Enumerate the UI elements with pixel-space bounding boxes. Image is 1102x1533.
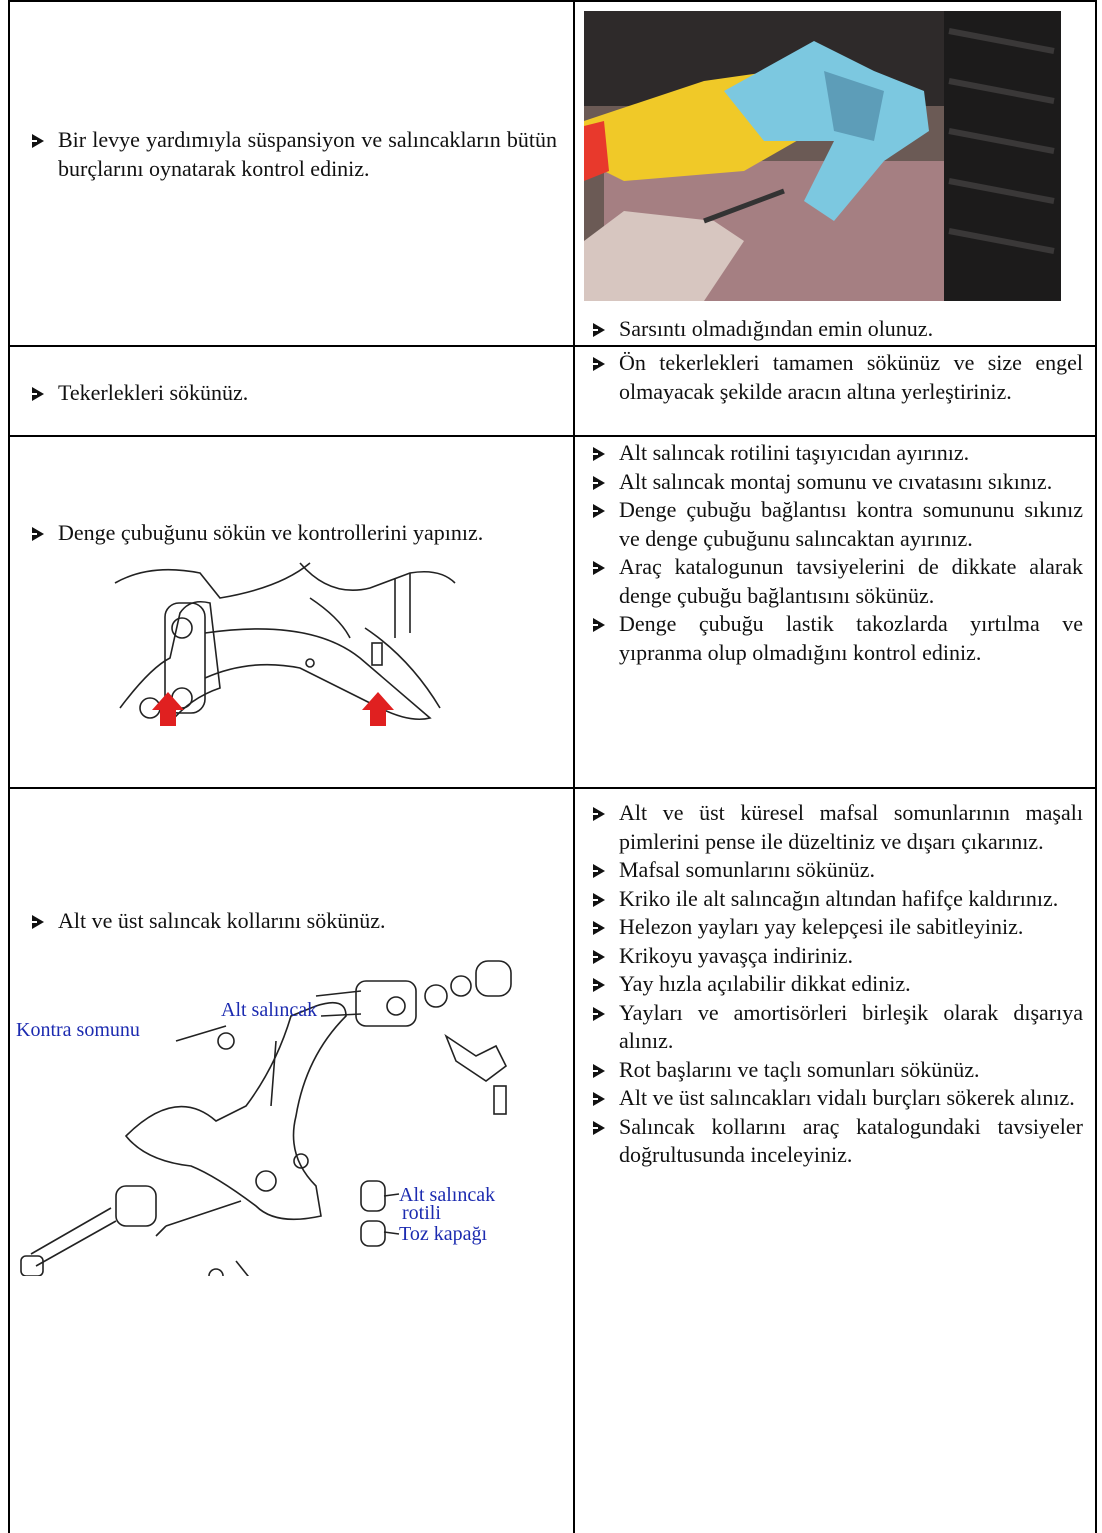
row: Bir levye yardımıyla süspansiyon ve salı…: [8, 0, 1097, 347]
bullet-item: Rot başlarını ve taçlı somunları sökünüz…: [583, 1056, 1083, 1085]
bullet-item: Denge çubuğu lastik takozlarda yırtılma …: [583, 610, 1083, 667]
bullet-item: Yayları ve amortisörleri birleşik olarak…: [583, 999, 1083, 1056]
cell: Denge çubuğunu sökün ve kontrollerini ya…: [8, 435, 575, 789]
bullet-item: Krikoyu yavaşça indiriniz.: [583, 942, 1083, 971]
cell: Alt ve üst küresel mafsal somunlarının m…: [573, 787, 1097, 1533]
bullet-item: Alt ve üst salıncak kollarını sökünüz.: [22, 907, 557, 936]
row: Denge çubuğunu sökün ve kontrollerini ya…: [8, 435, 1097, 789]
bullet-item: Tekerlekleri sökünüz.: [22, 379, 557, 408]
bullet-item: Yay hızla açılabilir dikkat ediniz.: [583, 970, 1083, 999]
bullet-item: Alt salıncak rotilini taşıyıcıdan ayırın…: [583, 439, 1083, 468]
bullet-item: Denge çubuğunu sökün ve kontrollerini ya…: [22, 519, 557, 548]
cell: Alt salıncak rotilini taşıyıcıdan ayırın…: [573, 435, 1097, 789]
row: Tekerlekleri sökünüz. Ön tekerlekleri ta…: [8, 345, 1097, 437]
cell: Sarsıntı olmadığından emin olunuz.: [573, 0, 1097, 347]
figure-label: rotili: [402, 1202, 441, 1224]
cell: Bir levye yardımıyla süspansiyon ve salı…: [8, 0, 575, 347]
bullet-item: Denge çubuğu bağlantısı kontra somununu …: [583, 496, 1083, 553]
bullet-item: Kriko ile alt salıncağın altından hafifç…: [583, 885, 1083, 914]
bullet-item: Ön tekerlekleri tamamen sökünüz ve size …: [583, 349, 1083, 406]
photo: [584, 11, 1061, 301]
bullet-item: Alt ve üst küresel mafsal somunlarının m…: [583, 799, 1083, 856]
control-arm-figure: Kontra somunu Alt salıncak Alt salıncak …: [16, 959, 512, 1276]
bullet-item: Mafsal somunlarını sökünüz.: [583, 856, 1083, 885]
bullet-item: Alt salıncak montaj somunu ve cıvatasını…: [583, 468, 1083, 497]
bullet-item: Bir levye yardımıyla süspansiyon ve salı…: [22, 126, 557, 183]
cell: Alt ve üst salıncak kollarını sökünüz.: [8, 787, 575, 1533]
bullet-item: Alt ve üst salıncakları vidalı burçları …: [583, 1084, 1083, 1113]
figure-label: Kontra somunu: [16, 1019, 140, 1041]
row: Alt ve üst salıncak kollarını sökünüz.: [8, 787, 1097, 1533]
procedure-table: Bir levye yardımıyla süspansiyon ve salı…: [8, 0, 1097, 1533]
bullet-item: Araç katalogunun tavsiyelerini de dikkat…: [583, 553, 1083, 610]
bullet-item: Salıncak kollarını araç katalogundaki ta…: [583, 1113, 1083, 1170]
figure-label: Alt salıncak: [399, 1184, 495, 1206]
bullet-item: Helezon yayları yay kelepçesi ile sabitl…: [583, 913, 1083, 942]
figure-label: Toz kapağı: [399, 1223, 487, 1245]
stabilizer-figure: [114, 561, 456, 726]
bullet-item: Sarsıntı olmadığından emin olunuz.: [583, 315, 1083, 344]
cell: Ön tekerlekleri tamamen sökünüz ve size …: [573, 345, 1097, 437]
cell: Tekerlekleri sökünüz.: [8, 345, 575, 437]
figure-label: Alt salıncak: [221, 999, 317, 1021]
